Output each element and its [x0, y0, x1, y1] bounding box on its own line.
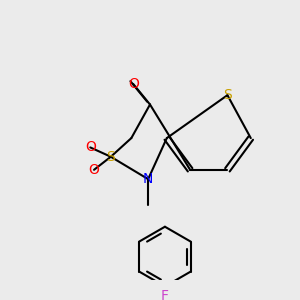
Text: O: O: [85, 140, 96, 154]
Text: O: O: [128, 77, 139, 91]
Text: O: O: [88, 163, 100, 177]
Text: F: F: [161, 289, 169, 300]
Text: N: N: [143, 172, 153, 186]
Text: S: S: [223, 88, 232, 102]
Text: S: S: [106, 150, 115, 164]
